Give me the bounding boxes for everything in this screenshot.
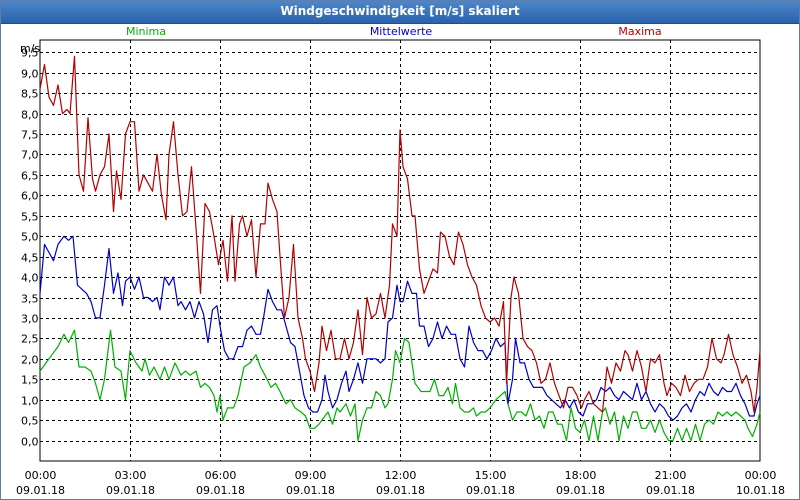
y-tick-label: 6,0: [21, 190, 39, 203]
y-axis-label: m/s: [20, 42, 40, 55]
x-tick-time: 18:00: [565, 469, 597, 482]
x-tick-date: 09.01.18: [286, 484, 335, 497]
x-tick-date: 10.01.18: [736, 484, 785, 497]
legend-maxima: Maxima: [618, 25, 661, 38]
title-bar: Windgeschwindigkeit [m/s] skaliert: [1, 1, 799, 24]
x-tick-time: 06:00: [205, 469, 237, 482]
y-tick-label: 4,5: [21, 252, 39, 265]
x-tick-date: 09.01.18: [196, 484, 245, 497]
y-tick-label: 5,0: [21, 231, 39, 244]
x-tick-time: 09:00: [295, 469, 327, 482]
x-axis: 00:00 09.01.18 03:00 09.01.18 06:00 09.01.18 0…: [16, 469, 785, 497]
y-tick-label: 7,5: [21, 129, 39, 142]
y-tick-label: 9,5: [21, 47, 39, 60]
legend-mittelwerte: Mittelwerte: [370, 25, 433, 38]
y-tick-label: 5,5: [21, 211, 39, 224]
y-tick-label: 3,0: [21, 313, 39, 326]
y-tick-label: 2,0: [21, 354, 39, 367]
x-tick-time: 12:00: [385, 469, 417, 482]
series-lines: [39, 55, 761, 442]
x-tick-time: 00:00: [25, 469, 57, 482]
x-tick-date: 09.01.18: [106, 484, 155, 497]
legend-minima: Minima: [126, 25, 166, 38]
grid: [40, 40, 760, 461]
y-tick-label: 0,0: [21, 436, 39, 449]
y-tick-label: 6,5: [21, 170, 39, 183]
y-tick-label: 2,5: [21, 333, 39, 346]
y-tick-label: 3,5: [21, 293, 39, 306]
x-tick-time: 00:00: [745, 469, 777, 482]
x-tick-time: 15:00: [475, 469, 507, 482]
x-tick-date: 09.01.18: [466, 484, 515, 497]
chart-title: Windgeschwindigkeit [m/s] skaliert: [280, 4, 520, 18]
x-tick-time: 21:00: [655, 469, 687, 482]
x-tick-date: 09.01.18: [556, 484, 605, 497]
y-tick-label: 9,0: [21, 68, 39, 81]
legend: Minima Mittelwerte Maxima: [126, 25, 662, 38]
y-tick-label: 0,5: [21, 415, 39, 428]
y-tick-label: 7,0: [21, 149, 39, 162]
y-tick-label: 8,5: [21, 88, 39, 101]
series-line-maxima: [39, 55, 761, 413]
y-tick-label: 8,0: [21, 109, 39, 122]
series-line-mittelwerte: [39, 235, 761, 421]
x-tick-date: 09.01.18: [376, 484, 425, 497]
x-tick-date: 09.01.18: [646, 484, 695, 497]
y-axis: m/s 9,5 9,0 8,5 8,0 7,5 7,0 6,5 6,0 5,5 5,0 4,5 4,0…: [20, 42, 40, 449]
y-tick-label: 4,0: [21, 272, 39, 285]
x-tick-date: 09.01.18: [16, 484, 65, 497]
y-tick-label: 1,5: [21, 374, 39, 387]
x-tick-time: 03:00: [115, 469, 147, 482]
series-line-minima: [39, 329, 761, 442]
y-tick-label: 1,0: [21, 395, 39, 408]
